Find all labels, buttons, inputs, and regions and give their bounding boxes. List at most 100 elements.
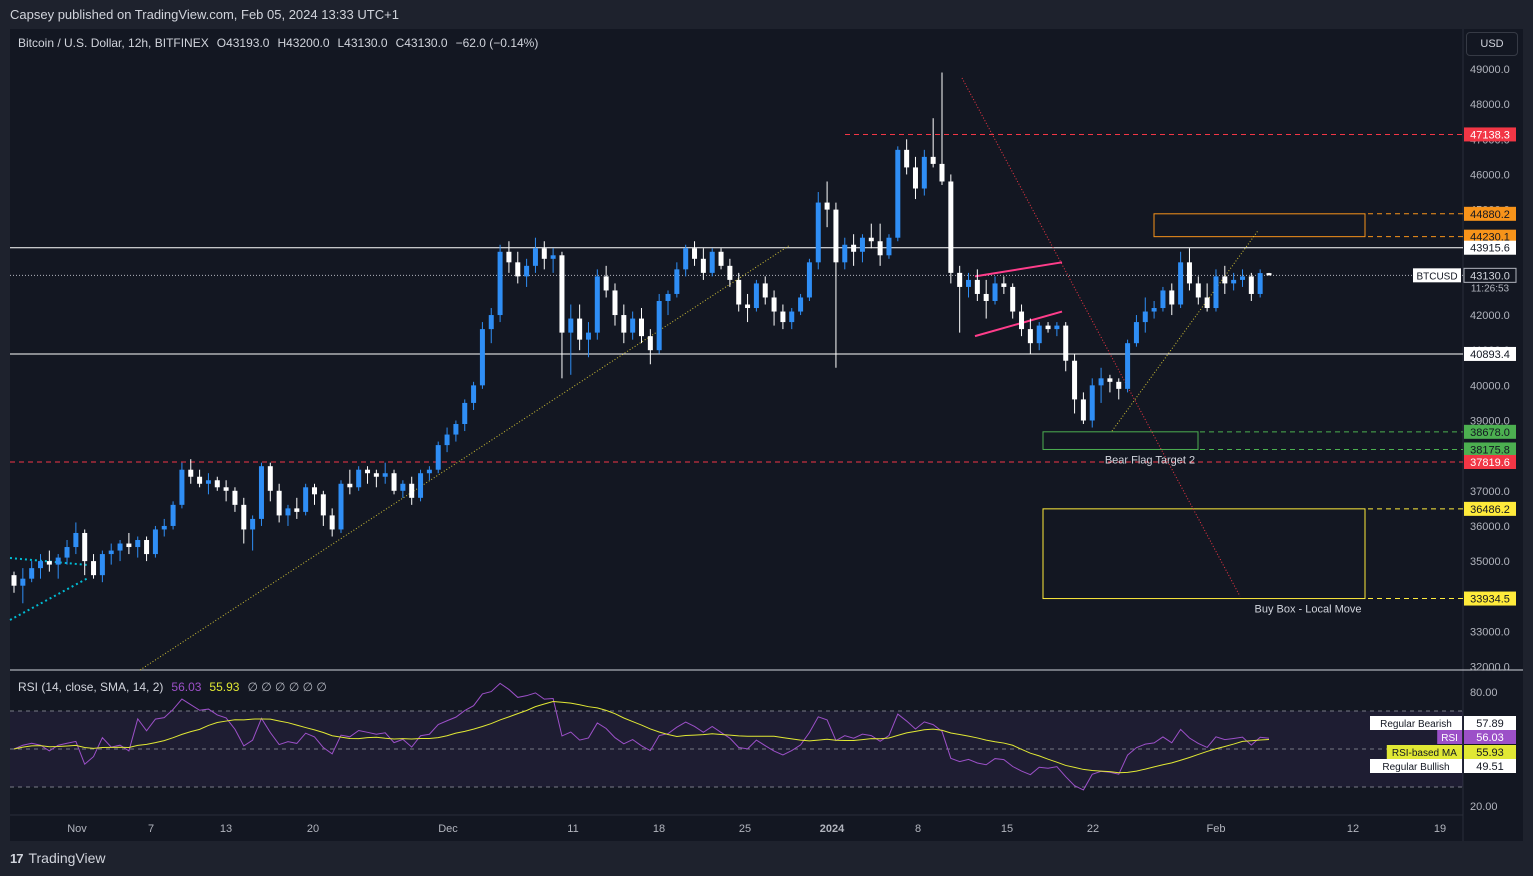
price-label-box (1464, 424, 1516, 439)
candle-body (382, 473, 388, 477)
price-label: 44880.2 (1470, 209, 1510, 221)
candle-body (842, 244, 848, 263)
footer-brand[interactable]: TradingView (28, 850, 106, 866)
candles (11, 72, 1272, 604)
candle-body (585, 332, 591, 340)
candle-body (647, 336, 653, 351)
candle-body (912, 167, 918, 189)
candle-body (515, 262, 521, 277)
currency-button[interactable]: USD (1466, 32, 1518, 56)
time-tick: 7 (148, 823, 154, 835)
rsi-tick: 20.00 (1470, 801, 1498, 813)
chart-background (10, 29, 1463, 841)
candle-body (258, 466, 264, 519)
candle-body (630, 318, 636, 333)
candle-body (1248, 276, 1254, 294)
rsi-value: 49.51 (1476, 761, 1504, 773)
candle-body (868, 237, 874, 242)
price-label: 47138.3 (1470, 129, 1510, 141)
candle-body (1160, 290, 1166, 309)
candle-body (789, 311, 795, 323)
candle-body (479, 329, 485, 386)
rsi-name-tag-box (1370, 716, 1462, 730)
candle-body (683, 248, 689, 270)
candle-body (1107, 378, 1113, 382)
candle-body (1213, 276, 1219, 309)
buy-box-label: Buy Box - Local Move (1255, 604, 1362, 616)
candle-body (594, 276, 600, 333)
candle-body (426, 469, 432, 474)
rsi-name-tag-box (1437, 730, 1462, 744)
symbol-tag: BTCUSD (1416, 271, 1457, 282)
candle-body (692, 248, 698, 259)
price-label-box (1464, 501, 1516, 516)
candle-body (409, 483, 415, 498)
rsi-value-box (1464, 730, 1516, 744)
candle-body (329, 515, 335, 530)
price-label: 40893.4 (1470, 349, 1510, 361)
candle-body (1001, 283, 1007, 287)
candle-body (700, 258, 706, 273)
price-label-box (1463, 267, 1517, 283)
candle-body (1204, 297, 1210, 309)
candle-body (356, 469, 362, 488)
candle-body (365, 469, 371, 474)
time-tick: Feb (1207, 823, 1226, 835)
candle-body (1222, 276, 1228, 284)
time-tick: 20 (307, 823, 319, 835)
rsi-value-box (1464, 745, 1516, 759)
price-tick: 48000.0 (1470, 99, 1510, 111)
candle-body (250, 518, 256, 530)
candle-body (179, 469, 185, 505)
candle-body (135, 540, 141, 548)
candle-body (170, 504, 176, 526)
price-label-box (1464, 591, 1516, 606)
candle-body (824, 202, 830, 210)
candle-body (966, 279, 972, 287)
diagonal-target-line (961, 77, 1241, 597)
candle-body (771, 297, 777, 312)
countdown-timer: 11:26:53 (1471, 283, 1510, 294)
candle-body (347, 483, 353, 488)
candle-body (117, 543, 123, 551)
footer: 17 TradingView (10, 850, 106, 866)
price-label: 43915.6 (1470, 243, 1510, 255)
candle-body (621, 315, 627, 333)
price-tick: 37000.0 (1470, 486, 1510, 498)
candle-body (144, 540, 150, 555)
candle-body (82, 532, 88, 562)
candle-body (762, 283, 768, 298)
bear-flag-lower (974, 310, 1063, 338)
candle-body (1169, 290, 1175, 305)
price-label: 33934.5 (1470, 594, 1510, 606)
symbol-tag-box (1413, 268, 1461, 283)
candle-body (727, 265, 733, 280)
candle-body (320, 494, 326, 516)
candle-body (1054, 325, 1060, 330)
candle-body (974, 279, 980, 294)
bear-flag-target-label: Bear Flag Target 2 (1105, 454, 1195, 466)
candle-body (1125, 343, 1131, 389)
candle-body (1089, 385, 1095, 421)
candle-body (1080, 399, 1086, 421)
rsi-name-tag: RSI-based MA (1392, 748, 1457, 759)
time-tick: 12 (1347, 823, 1359, 835)
candle-body (46, 561, 52, 565)
candle-body (1116, 381, 1122, 389)
rsi-value-box (1464, 759, 1516, 773)
horizontal-levels (10, 133, 1463, 600)
candle-body (1266, 273, 1272, 276)
candle-body (1178, 262, 1184, 305)
price-label-box (1464, 240, 1516, 255)
price-label-box (1464, 346, 1516, 361)
candle-body (753, 283, 759, 309)
time-tick: 13 (220, 823, 232, 835)
candle-body (1133, 322, 1139, 344)
rsi-name-tag: RSI (1441, 733, 1458, 744)
price-label: 37819.6 (1470, 457, 1510, 469)
price-label: 38678.0 (1470, 427, 1510, 439)
candle-body (462, 402, 468, 425)
short-uptrend-line (1111, 230, 1259, 432)
